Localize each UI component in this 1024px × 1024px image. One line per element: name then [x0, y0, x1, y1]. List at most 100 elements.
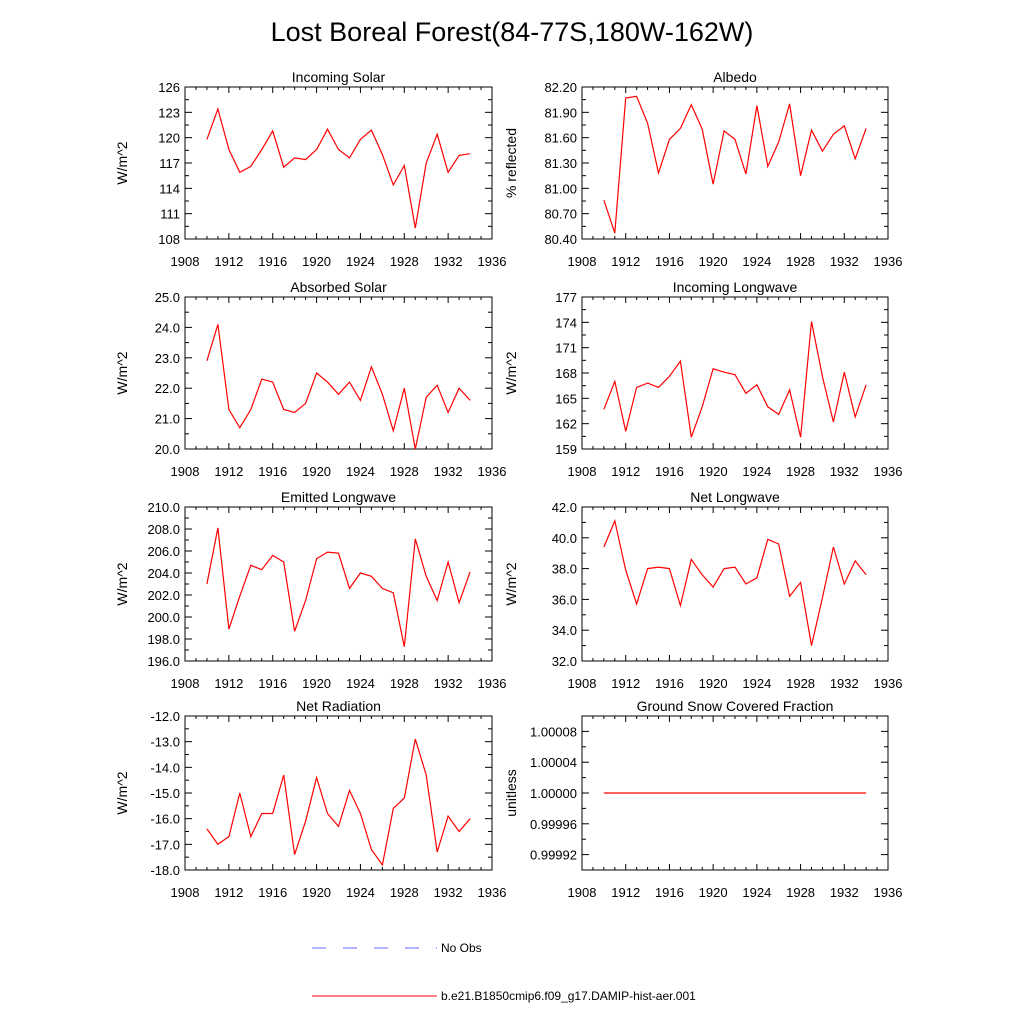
x-tick-label: 1932 — [830, 676, 859, 691]
y-axis-label: W/m^2 — [503, 562, 519, 605]
x-tick-label: 1920 — [302, 676, 331, 691]
y-axis-label: unitless — [503, 769, 519, 816]
plot-frame — [184, 506, 493, 662]
y-tick-label: 34.0 — [552, 623, 577, 638]
panel-title: Albedo — [713, 69, 757, 85]
x-tick-label: 1908 — [568, 464, 597, 479]
plot-frame — [184, 296, 493, 450]
x-tick-label: 1908 — [171, 885, 200, 900]
x-tick-label: 1912 — [611, 676, 640, 691]
x-tick-label: 1928 — [786, 254, 815, 269]
x-tick-label: 1916 — [655, 885, 684, 900]
x-tick-label: 1924 — [346, 464, 375, 479]
y-axis-label: % reflected — [503, 128, 519, 198]
y-tick-label: 1.00004 — [530, 755, 577, 770]
y-axis-label: W/m^2 — [114, 771, 130, 814]
x-tick-label: 1928 — [390, 254, 419, 269]
y-tick-label: 22.0 — [155, 381, 180, 396]
x-tick-label: 1932 — [830, 254, 859, 269]
y-tick-label: 162 — [555, 417, 577, 432]
panels-grid: 1908 1912 1916 1920 1924 1928 1932 1936 108 111 11… — [114, 69, 902, 900]
y-tick-label: 202.0 — [147, 588, 180, 603]
y-tick-label: 38.0 — [552, 562, 577, 577]
x-tick-label: 1920 — [699, 885, 728, 900]
y-tick-label: 123 — [158, 105, 180, 120]
x-tick-label: 1920 — [302, 254, 331, 269]
series-line — [603, 321, 867, 438]
y-tick-label: -18.0 — [150, 863, 180, 878]
y-tick-label: -14.0 — [150, 760, 180, 775]
x-tick-label: 1916 — [258, 254, 287, 269]
y-tick-label: 32.0 — [552, 654, 577, 669]
x-tick-label: 1908 — [171, 254, 200, 269]
x-tick-label: 1908 — [568, 676, 597, 691]
x-tick-label: 1936 — [478, 254, 507, 269]
y-tick-label: 1.00008 — [530, 724, 577, 739]
x-tick-label: 1936 — [478, 464, 507, 479]
y-tick-label: 168 — [555, 366, 577, 381]
series-line — [206, 107, 471, 229]
y-tick-label: 82.20 — [544, 80, 577, 95]
panel-title: Net Radiation — [296, 698, 381, 714]
y-tick-label: 177 — [555, 290, 577, 305]
plot-frame — [581, 86, 889, 240]
panel-incoming-solar: 1908 1912 1916 1920 1924 1928 1932 1936 108 111 11… — [114, 69, 506, 269]
panel-title: Ground Snow Covered Fraction — [637, 698, 834, 714]
y-tick-label: 111 — [160, 207, 180, 222]
y-tick-label: 120 — [158, 131, 180, 146]
x-tick-label: 1928 — [390, 885, 419, 900]
y-tick-label: 80.40 — [544, 232, 577, 247]
figure-title: Lost Boreal Forest(84-77S,180W-162W) — [271, 17, 754, 47]
x-tick-label: 1916 — [655, 464, 684, 479]
x-tick-label: 1924 — [742, 885, 771, 900]
y-tick-label: -17.0 — [150, 837, 180, 852]
x-tick-label: 1920 — [699, 676, 728, 691]
y-tick-label: 171 — [555, 341, 577, 356]
y-axis-label: W/m^2 — [114, 141, 130, 184]
series-line — [206, 738, 471, 867]
panel-incoming-longwave: 1908 1912 1916 1920 1924 1928 1932 1936 159 162 16… — [503, 279, 902, 479]
y-tick-label: 23.0 — [155, 351, 180, 366]
y-tick-label: 196.0 — [147, 654, 180, 669]
legend-item-b-e21-b1850cmip6-f09-g17-damip-hist-aer-001: b.e21.B1850cmip6.f09_g17.DAMIP-hist-aer.… — [312, 989, 696, 1003]
x-tick-label: 1912 — [214, 464, 243, 479]
y-tick-label: 20.0 — [155, 442, 180, 457]
x-tick-label: 1924 — [346, 885, 375, 900]
panel-albedo: 1908 1912 1916 1920 1924 1928 1932 1936 80.40 80.… — [503, 69, 902, 269]
x-tick-label: 1912 — [611, 885, 640, 900]
x-tick-label: 1912 — [214, 676, 243, 691]
y-tick-label: -15.0 — [150, 786, 180, 801]
panel-title: Incoming Longwave — [673, 279, 798, 295]
y-tick-label: 40.0 — [552, 531, 577, 546]
x-tick-label: 1936 — [874, 676, 903, 691]
y-axis-label: W/m^2 — [114, 562, 130, 605]
x-tick-label: 1928 — [390, 676, 419, 691]
panel-emitted-longwave: 1908 1912 1916 1920 1924 1928 1932 1936 196.0 198… — [114, 489, 506, 691]
panel-ground-snow-covered-fraction: 1908 1912 1916 1920 1924 1928 1932 1936 0.99992 0… — [503, 698, 902, 900]
y-tick-label: 81.00 — [544, 181, 577, 196]
y-tick-label: 0.99992 — [530, 848, 577, 863]
y-tick-label: 114 — [159, 181, 180, 196]
x-tick-label: 1928 — [786, 676, 815, 691]
x-tick-label: 1924 — [346, 676, 375, 691]
plot-frame — [581, 506, 889, 662]
y-tick-label: 210.0 — [147, 500, 180, 515]
y-tick-label: 159 — [555, 442, 577, 457]
y-tick-label: -13.0 — [150, 735, 180, 750]
legend: No Obs b.e21.B1850cmip6.f09_g17.DAMIP-his… — [312, 941, 696, 1003]
x-tick-label: 1916 — [258, 676, 287, 691]
x-tick-label: 1908 — [568, 885, 597, 900]
y-tick-label: 81.30 — [544, 156, 577, 171]
x-tick-label: 1908 — [568, 254, 597, 269]
y-tick-label: 80.70 — [544, 207, 577, 222]
y-tick-label: 204.0 — [147, 566, 180, 581]
x-tick-label: 1912 — [214, 254, 243, 269]
y-tick-label: 1.00000 — [530, 786, 577, 801]
x-tick-label: 1924 — [742, 464, 771, 479]
y-tick-label: 81.90 — [544, 105, 577, 120]
y-tick-label: 81.60 — [544, 131, 577, 146]
y-tick-label: 24.0 — [155, 320, 180, 335]
x-tick-label: 1916 — [655, 676, 684, 691]
y-axis-label: W/m^2 — [114, 351, 130, 394]
